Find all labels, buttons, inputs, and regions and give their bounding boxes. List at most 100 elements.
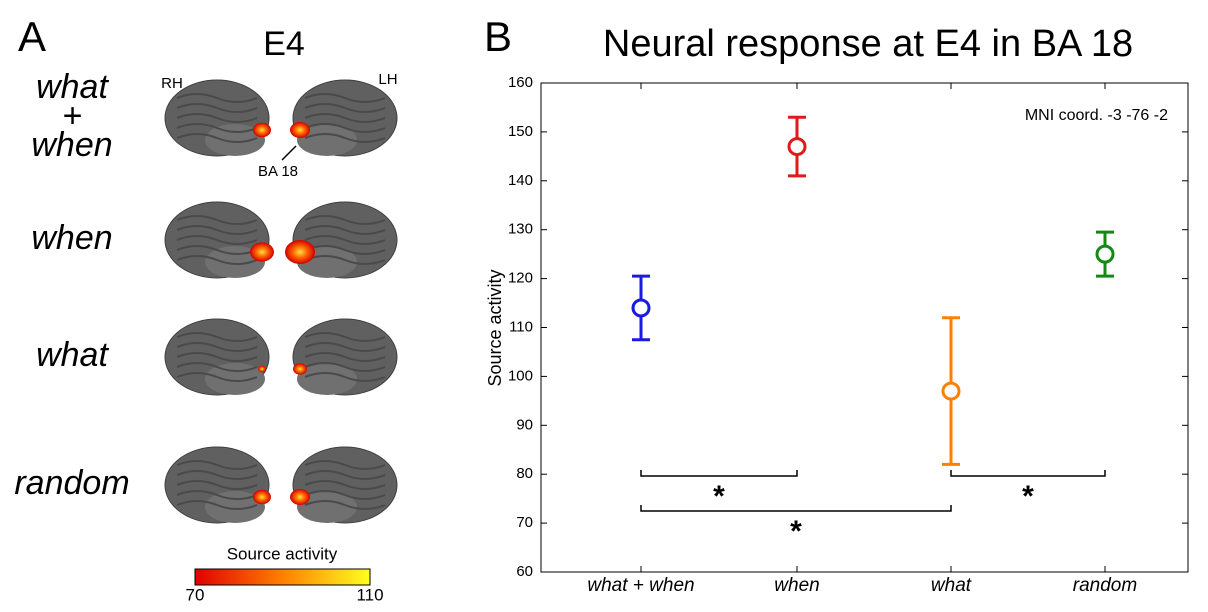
sulcus [176,332,258,342]
activation [253,489,271,505]
row-label: random [14,464,129,502]
x-tick-label: what [931,575,972,596]
panel-letter: B [484,13,512,60]
y-tick-label: 60 [516,563,533,580]
sulcus [176,255,258,265]
hemisphere-lobe [205,124,265,156]
annotation: MNI coord. -3 -76 -2 [1025,107,1168,124]
sulcus [176,362,258,372]
sulcus [304,215,386,225]
region-label: BA 18 [258,163,298,180]
sulcus [176,460,258,470]
y-tick-label: 100 [508,367,533,384]
sulcus [304,235,386,245]
sulcus [176,480,258,490]
significance-bracket [640,470,798,477]
x-tick-label: random [1073,575,1137,596]
sulcus [176,225,258,235]
colorbar-tick: 70 [186,585,205,604]
hemisphere-lobe [205,246,265,278]
activation [290,489,310,505]
sulcus [176,235,258,245]
sulcus [304,342,386,352]
sulcus [176,500,258,510]
row-label: when [31,126,112,164]
activation [250,242,274,262]
sulcus [304,470,386,480]
y-tick-label: 160 [508,74,533,91]
region-pointer [281,145,297,161]
colorbar-tick: 110 [356,585,383,604]
mean-marker [631,298,651,318]
significance-bracket [640,505,952,512]
y-tick-label: 110 [509,318,533,335]
activation [290,122,310,138]
y-tick-label: 140 [508,172,533,189]
significance-label: * [713,480,725,513]
sulcus [304,500,386,510]
sulcus [304,372,386,382]
hemisphere-lobe [205,363,265,395]
sulcus [176,113,258,123]
sulcus [176,352,258,362]
row-label: what [36,68,109,106]
chart-title: Neural response at E4 in BA 18 [603,23,1133,65]
sulcus [304,103,386,113]
significance-label: * [1022,480,1034,513]
sulcus [304,362,386,372]
sulcus [304,225,386,235]
sulcus [304,480,386,490]
colorbar-label: Source activity [227,544,338,563]
mean-marker [941,381,961,401]
y-tick-label: 150 [508,123,533,140]
sulcus [176,133,258,143]
sulcus [176,372,258,382]
x-tick-label: when [774,575,819,596]
sulcus [176,215,258,225]
sulcus [304,245,386,255]
significance-label: * [790,515,802,548]
brain-images [164,79,398,524]
activation [253,122,271,138]
sulcus [176,93,258,103]
sulcus [304,123,386,133]
hemisphere-lobe [297,124,357,156]
sulcus [176,123,258,133]
mean-marker [1095,244,1115,264]
y-tick-label: 130 [508,221,533,238]
sulcus [304,113,386,123]
sulcus [304,490,386,500]
sulcus [176,342,258,352]
activation [293,363,307,375]
row-label: when [31,219,112,257]
plot-frame [540,82,1189,573]
sulcus [176,245,258,255]
hemisphere-lobe [205,491,265,523]
hemisphere-lobe [297,491,357,523]
y-tick-label: 90 [516,416,533,433]
sulcus [176,103,258,113]
mean-marker [787,137,807,157]
sulcus [304,255,386,265]
sulcus [304,460,386,470]
y-tick-label: 70 [516,514,533,531]
sulcus [176,470,258,480]
y-tick-label: 80 [516,465,533,482]
activation [285,240,315,264]
sulcus [176,490,258,500]
colorbar [194,568,371,586]
significance-bracket [950,470,1106,477]
row-label: + [62,97,82,135]
row-label: what [36,336,109,374]
panel-letter: A [18,13,46,60]
sulcus [304,93,386,103]
panel-title: E4 [263,25,305,63]
x-tick-label: what + when [587,575,694,596]
hemisphere-label: RH [161,75,183,92]
hemisphere-lobe [297,363,357,395]
activation [258,365,266,373]
sulcus [304,332,386,342]
y-tick-label: 120 [508,270,533,287]
sulcus [304,352,386,362]
